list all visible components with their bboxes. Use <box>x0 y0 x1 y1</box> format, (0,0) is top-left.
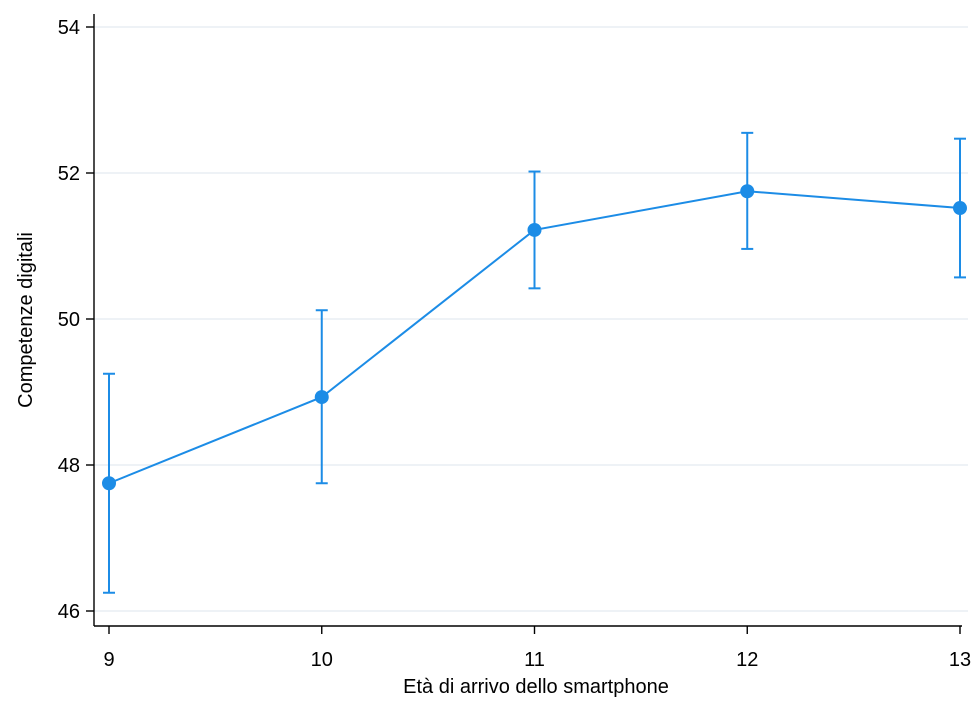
y-tick-label: 48 <box>58 455 80 477</box>
x-tick-label: 13 <box>949 649 971 671</box>
gridlines <box>94 26 968 612</box>
data-point <box>102 476 116 491</box>
x-tick-label: 11 <box>524 649 545 671</box>
x-tick-label: 9 <box>103 649 114 671</box>
data-point <box>953 201 967 216</box>
x-axis-title: Età di arrivo dello smartphone <box>403 676 669 698</box>
data-point <box>527 222 542 237</box>
y-tick-label: 46 <box>58 601 80 623</box>
y-tick-label: 50 <box>58 309 80 331</box>
y-axis-title: Competenze digitali <box>15 232 37 408</box>
y-tick-label: 54 <box>58 17 80 39</box>
series <box>102 131 967 594</box>
data-point <box>314 390 329 405</box>
data-point <box>740 184 755 199</box>
x-tick-label: 10 <box>311 649 333 671</box>
x-tick-label: 12 <box>736 649 758 671</box>
y-tick-label: 52 <box>58 163 80 185</box>
axes: 46 48 50 52 54 9 10 11 12 13 <box>58 14 971 671</box>
